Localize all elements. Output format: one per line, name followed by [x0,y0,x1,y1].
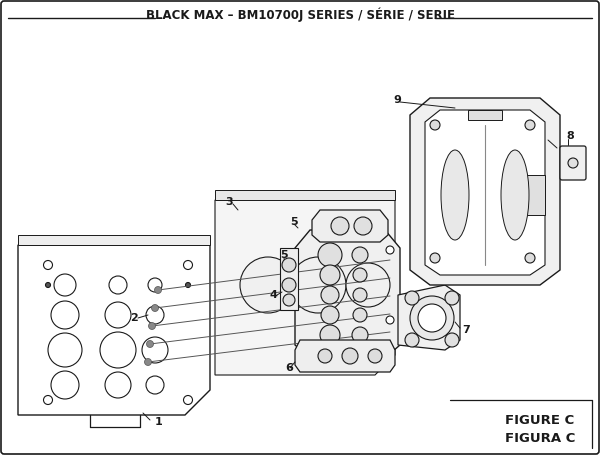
Circle shape [185,283,191,288]
Circle shape [346,263,390,307]
Ellipse shape [501,150,529,240]
Circle shape [386,316,394,324]
Circle shape [352,327,368,343]
Circle shape [283,294,295,306]
Circle shape [321,306,339,324]
Circle shape [148,278,162,292]
Polygon shape [398,285,460,350]
Polygon shape [468,110,502,120]
Circle shape [445,291,459,305]
Circle shape [54,274,76,296]
Circle shape [145,359,151,365]
Text: BLACK MAX – BM10700J SERIES / SÉRIE / SERIE: BLACK MAX – BM10700J SERIES / SÉRIE / SE… [146,8,455,22]
Circle shape [184,395,193,404]
Polygon shape [425,110,545,275]
Polygon shape [280,248,298,310]
Circle shape [146,306,164,324]
Text: 7: 7 [462,325,470,335]
Circle shape [430,253,440,263]
Circle shape [100,332,136,368]
Circle shape [51,301,79,329]
Text: 2: 2 [130,313,138,323]
Polygon shape [525,175,545,215]
Circle shape [282,278,296,292]
Polygon shape [215,200,395,375]
Text: 6: 6 [285,363,293,373]
Circle shape [331,217,349,235]
Circle shape [386,246,394,254]
Circle shape [109,276,127,294]
Circle shape [105,372,131,398]
Circle shape [353,288,367,302]
Text: FIGURE C: FIGURE C [505,414,575,426]
Circle shape [44,261,53,269]
Text: 8: 8 [566,131,574,141]
Polygon shape [18,245,210,415]
Polygon shape [215,190,395,200]
Circle shape [149,323,155,329]
Ellipse shape [441,150,469,240]
Circle shape [320,265,340,285]
Circle shape [155,287,161,293]
Circle shape [410,296,454,340]
Text: FIGURA C: FIGURA C [505,431,575,445]
Circle shape [445,333,459,347]
Circle shape [51,371,79,399]
Polygon shape [295,230,400,358]
Circle shape [352,247,368,263]
FancyBboxPatch shape [560,146,586,180]
Circle shape [184,261,193,269]
Circle shape [105,302,131,328]
Polygon shape [295,340,395,372]
Circle shape [320,325,340,345]
Circle shape [318,349,332,363]
Circle shape [142,337,168,363]
Circle shape [418,304,446,332]
Circle shape [568,158,578,168]
Circle shape [353,308,367,322]
Circle shape [44,395,53,404]
Polygon shape [312,210,388,242]
Text: 5: 5 [280,250,287,260]
Text: 4: 4 [270,290,278,300]
Text: 9: 9 [393,95,401,105]
Circle shape [146,376,164,394]
Polygon shape [410,98,560,285]
Circle shape [368,349,382,363]
Circle shape [290,257,346,313]
Text: 5: 5 [290,217,298,227]
Circle shape [353,268,367,282]
Circle shape [48,333,82,367]
Circle shape [240,257,296,313]
Text: 3: 3 [225,197,233,207]
Circle shape [525,253,535,263]
Polygon shape [18,235,210,245]
Circle shape [321,286,339,304]
Circle shape [146,340,154,348]
Circle shape [405,291,419,305]
Circle shape [354,217,372,235]
Text: 1: 1 [155,417,163,427]
Circle shape [318,243,342,267]
Circle shape [525,120,535,130]
Circle shape [282,258,296,272]
Circle shape [405,333,419,347]
Circle shape [46,283,50,288]
Circle shape [151,304,158,312]
Circle shape [342,348,358,364]
Circle shape [430,120,440,130]
